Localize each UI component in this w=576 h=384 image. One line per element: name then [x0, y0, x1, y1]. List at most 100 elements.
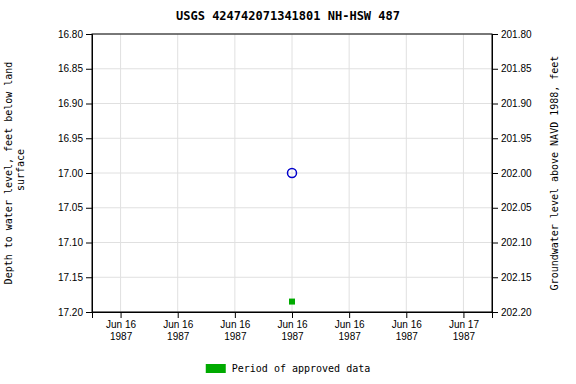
- tick-mark: [463, 312, 464, 318]
- grid: [92, 34, 492, 312]
- tick-mark: [406, 312, 407, 318]
- tick: 16.80: [58, 29, 92, 40]
- legend-swatch: [206, 364, 226, 373]
- tick: Jun 161987: [163, 312, 193, 342]
- tick: 201.95: [492, 133, 532, 144]
- point: [288, 169, 297, 178]
- tick-label: 17.10: [58, 237, 83, 248]
- tick: 201.80: [492, 29, 532, 40]
- tick-mark: [86, 243, 92, 244]
- tick-label: 17.00: [58, 168, 83, 179]
- tick-label: 17.05: [58, 202, 83, 213]
- legend-item: Period of approved data: [206, 363, 370, 374]
- tick-mark: [86, 34, 92, 35]
- legend-label: Period of approved data: [232, 363, 370, 374]
- tick-mark: [492, 173, 498, 174]
- grid-line: [406, 34, 407, 312]
- tick-label: 16.80: [58, 29, 83, 40]
- tick: 16.95: [58, 133, 92, 144]
- tick-label: Jun 161987: [335, 319, 365, 342]
- tick-label: 17.20: [58, 307, 83, 318]
- tick: 202.05: [492, 202, 532, 213]
- tick-label: 16.95: [58, 133, 83, 144]
- tick-label: Jun 161987: [163, 319, 193, 342]
- marks: [288, 169, 297, 305]
- tick-label: 202.15: [501, 272, 532, 283]
- tick: 17.00: [58, 168, 92, 179]
- tick-label: 201.80: [501, 29, 532, 40]
- tick-label: Jun 161987: [392, 319, 422, 342]
- grid-line: [234, 34, 235, 312]
- tick-label: 17.15: [58, 272, 83, 283]
- axis-line: [86, 35, 93, 313]
- tick-mark: [349, 312, 350, 318]
- axis-line: [93, 313, 493, 319]
- tick-mark: [492, 208, 498, 209]
- grid-line: [120, 34, 121, 312]
- legend: Period of approved data: [206, 363, 370, 374]
- tick-mark: [492, 69, 498, 70]
- tick-mark: [492, 104, 498, 105]
- grid-line: [349, 34, 350, 312]
- tick: 17.10: [58, 237, 92, 248]
- tick-label: 16.85: [58, 63, 83, 74]
- tick-mark: [492, 243, 498, 244]
- tick: Jun 161987: [392, 312, 422, 342]
- tick-mark: [86, 312, 92, 313]
- tick-mark: [292, 312, 293, 318]
- tick-mark: [86, 173, 92, 174]
- title: USGS 424742071341801 NH-HSW 487: [176, 9, 400, 23]
- tick-label: Jun 161987: [277, 319, 307, 342]
- tick-label: 202.20: [501, 307, 532, 318]
- tick-label: 201.95: [501, 133, 532, 144]
- tick-label: 202.00: [501, 168, 532, 179]
- series: [288, 169, 297, 178]
- tick: 201.85: [492, 63, 532, 74]
- tick: Jun 161987: [277, 312, 307, 342]
- tick-mark: [86, 208, 92, 209]
- tick: 202.00: [492, 168, 532, 179]
- y-axis-title: Depth to water level, feet below land su…: [3, 62, 26, 285]
- y2-axis-title: Groundwater level above NAVD 1988, feet: [549, 56, 560, 291]
- tick-label: 202.10: [501, 237, 532, 248]
- grid-line: [463, 34, 464, 312]
- tick-label: 201.85: [501, 63, 532, 74]
- y2-axis: 202.20 202.15 202.10 202.05 202.00 201.95 201.…: [492, 29, 532, 318]
- tick: 17.15: [58, 272, 92, 283]
- grid-line: [292, 34, 293, 312]
- tick-label: Jun 161987: [220, 319, 250, 342]
- tick: Jun 161987: [106, 312, 136, 342]
- plot: 16.80 16.85 16.90 16.95 17.00 17.05 17.10 17.15…: [3, 29, 560, 342]
- tick-mark: [86, 69, 92, 70]
- tick: 202.15: [492, 272, 532, 283]
- tick-mark: [492, 34, 498, 35]
- tick: 201.90: [492, 98, 532, 109]
- series: [289, 299, 295, 305]
- tick: 16.90: [58, 98, 92, 109]
- tick: Jun 161987: [335, 312, 365, 342]
- tick: 17.05: [58, 202, 92, 213]
- axis-line: [493, 35, 499, 313]
- tick-label: Jun 161987: [106, 319, 136, 342]
- tick-mark: [178, 312, 179, 318]
- tick-mark: [492, 277, 498, 278]
- point: [289, 299, 295, 305]
- tick: 202.10: [492, 237, 532, 248]
- tick: Jun 171987: [449, 312, 479, 342]
- chart: USGS 424742071341801 NH-HSW 48716.8016.8…: [0, 0, 576, 384]
- tick-label: 201.90: [501, 98, 532, 109]
- tick-label: Jun 171987: [449, 319, 479, 342]
- tick-mark: [86, 104, 92, 105]
- plot-frame: [92, 34, 492, 312]
- y-axis: 16.80 16.85 16.90 16.95 17.00 17.05 17.10 17.15…: [58, 29, 93, 318]
- tick-label: 16.90: [58, 98, 83, 109]
- tick-mark: [86, 138, 92, 139]
- tick: 16.85: [58, 63, 92, 74]
- tick-mark: [235, 312, 236, 318]
- tick-label: 202.05: [501, 202, 532, 213]
- tick: 202.20: [492, 307, 532, 318]
- tick: 17.20: [58, 307, 92, 318]
- x-axis: Jun 161987 Jun 161987 Jun 161987 Jun 161987…: [93, 312, 493, 342]
- grid-line: [177, 34, 178, 312]
- tick-mark: [492, 138, 498, 139]
